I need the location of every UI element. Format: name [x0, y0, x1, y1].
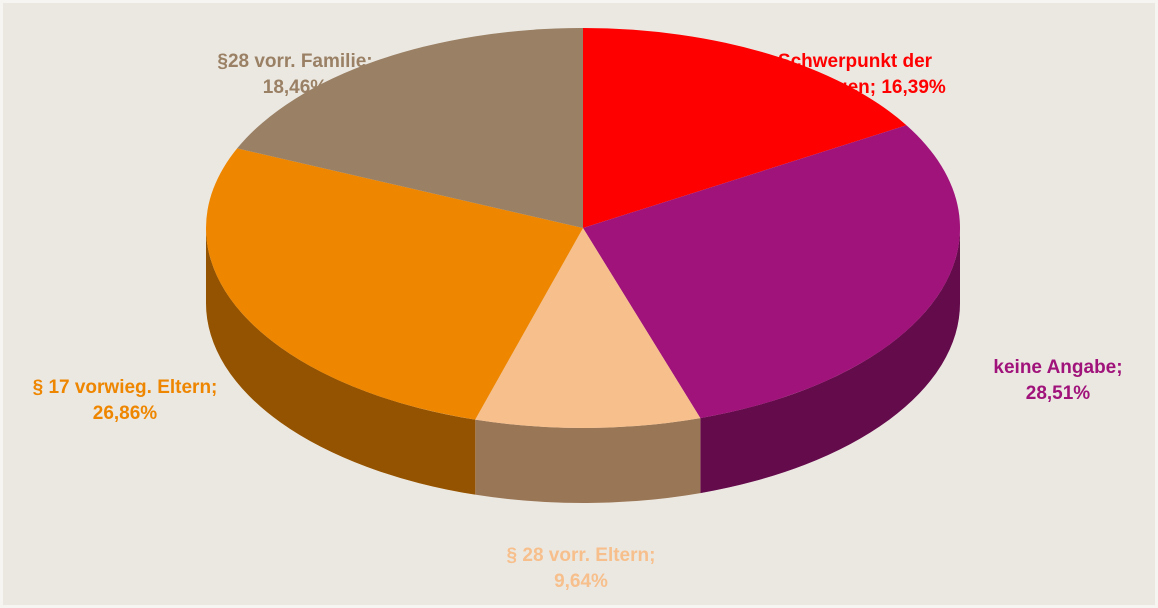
label-text: 16,39% [881, 77, 946, 98]
label-text: §28 vorr. Familie; [217, 51, 373, 72]
slice-side [475, 418, 701, 503]
slice [583, 28, 907, 228]
side-shade [206, 228, 476, 495]
label-text: § 17 vorwieg. Eltern; [32, 377, 218, 398]
data-label: keine Angabe; 28,51% [963, 355, 1153, 407]
slice-side [700, 228, 960, 494]
pie-area [206, 28, 960, 503]
data-label: Schwerpunkt der Beratungen; 16,39% [745, 49, 965, 101]
slice-side [206, 228, 476, 495]
slice [237, 28, 584, 228]
slice [475, 228, 701, 428]
label-text: 9,64% [554, 571, 608, 592]
data-label: §28 vorr. Familie; 18,46% [190, 49, 400, 101]
side-shade [475, 418, 701, 503]
label-text: keine Angabe; [993, 357, 1123, 378]
slice [583, 125, 960, 419]
side-shade [700, 228, 960, 494]
label-text: 26,86% [92, 403, 158, 424]
label-text: 18,46% [262, 77, 328, 98]
label-text: Schwerpunkt der Beratungen; [764, 51, 933, 98]
data-label: § 17 vorwieg. Eltern; 26,86% [20, 375, 230, 427]
label-text: § 28 vorr. Eltern; [506, 545, 656, 566]
label-text: 28,51% [1025, 383, 1091, 404]
slice [206, 148, 583, 420]
data-label: § 28 vorr. Eltern; 9,64% [481, 543, 681, 595]
